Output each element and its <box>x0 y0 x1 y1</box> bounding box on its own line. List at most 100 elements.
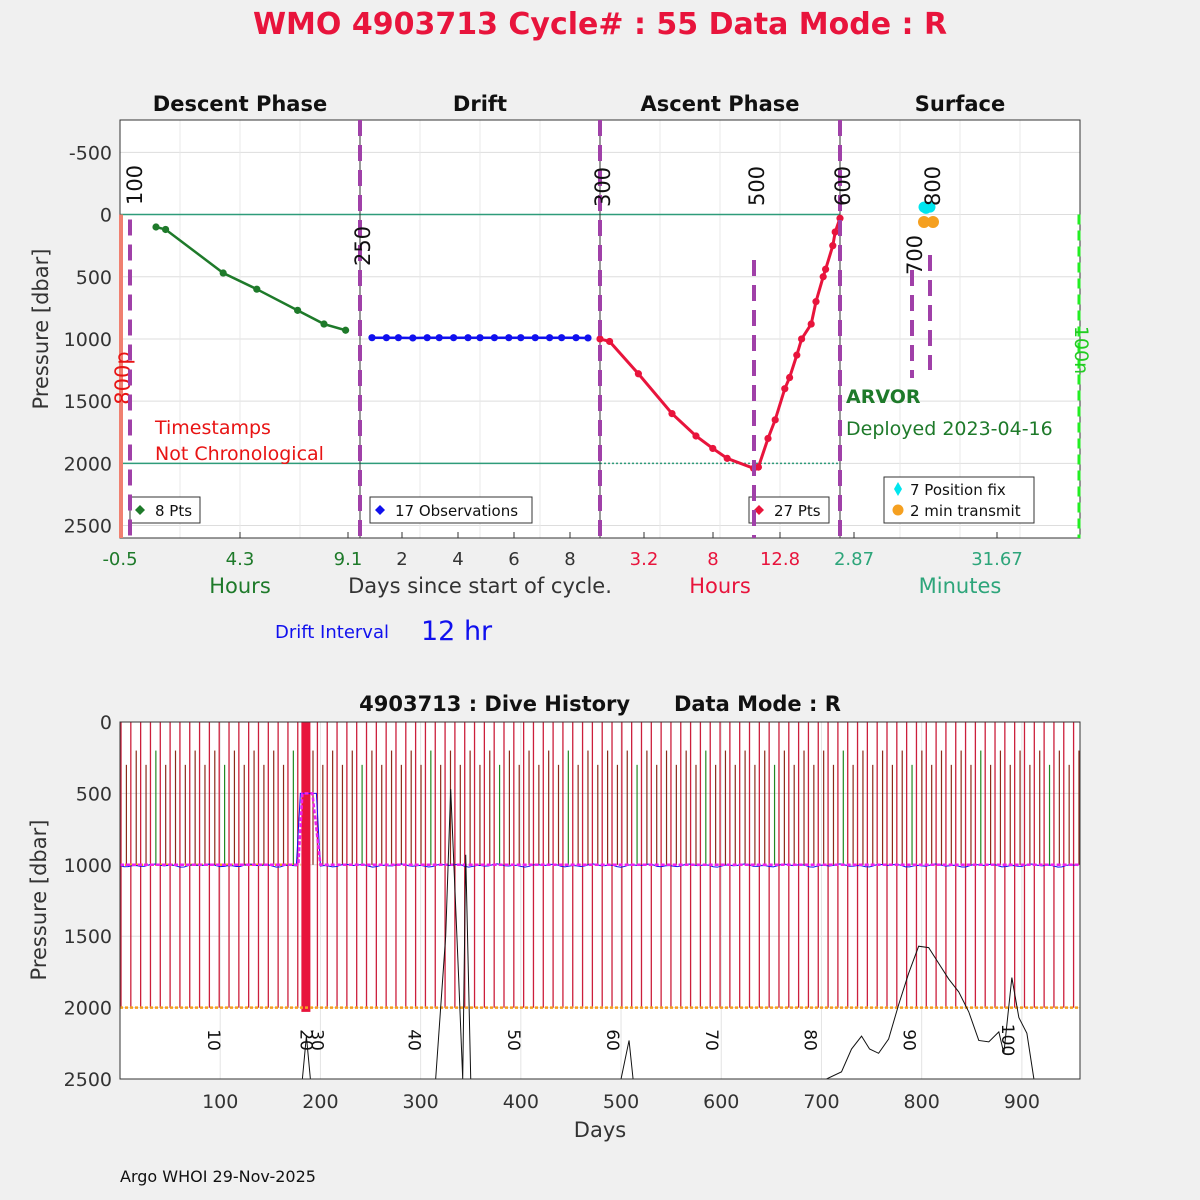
right-marker-label: 100n <box>1070 326 1092 374</box>
drift-interval-value: 12 hr <box>421 616 493 647</box>
history-y-tick-label: 1500 <box>64 926 112 948</box>
cycle-data-point <box>409 334 417 342</box>
cycle-data-point <box>572 334 580 342</box>
cycle-data-point <box>450 334 458 342</box>
cycle-data-point <box>829 242 837 250</box>
phase-3-tick-label: 2.87 <box>834 549 874 570</box>
cycle-data-point <box>368 334 376 342</box>
cycle-data-point <box>253 285 261 293</box>
phase-2-tick-label: 8 <box>707 549 718 570</box>
legend-box-1 <box>369 496 533 524</box>
position-fix-point <box>920 202 932 214</box>
phase-1-tick-label: 6 <box>508 549 519 570</box>
cycle-number-label: 70 <box>701 1029 721 1051</box>
cycle-data-point <box>558 334 566 342</box>
cycle-y-tick-label: 500 <box>76 267 112 289</box>
cycle-data-point <box>822 265 830 273</box>
cycle-annotation-line1: Timestamps <box>154 417 271 439</box>
history-y-tick-label: 1000 <box>64 855 112 877</box>
footer-credit: Argo WHOI 29-Nov-2025 <box>120 1167 316 1186</box>
cycle-data-point <box>709 444 717 453</box>
history-x-tick-label: 300 <box>402 1091 438 1113</box>
cycle-series: 8 Pts 17 Observations 27 Pts 7 Position fix… <box>129 201 1035 524</box>
cycle-number-label: 50 <box>503 1029 523 1051</box>
phase-unit-1: Days since start of cycle. <box>348 574 612 598</box>
drift-interval-label: Drift Interval <box>275 622 389 643</box>
cycle-data-point <box>435 334 443 342</box>
history-y-tick-label: 2500 <box>64 1069 112 1091</box>
phase-0-tick-label: 4.3 <box>226 549 255 570</box>
depth-marker-label: 700 <box>903 235 927 275</box>
cycle-data-point <box>423 334 431 342</box>
surface-legend-transmit-marker <box>892 504 904 516</box>
depth-marker-label: 250 <box>351 226 375 266</box>
phase-0-tick-label: -0.5 <box>102 549 137 570</box>
cycle-number-label: 10 <box>203 1029 223 1051</box>
transmit-point <box>927 216 939 229</box>
cycle-data-point <box>634 370 643 378</box>
cycle-number-label: 20 <box>295 1029 315 1051</box>
history-x-tick-label: 200 <box>302 1091 338 1113</box>
surface-legend-box <box>883 476 1035 524</box>
legend-label-2: 27 Pts <box>774 502 821 520</box>
cycle-number-label: 100 <box>997 1024 1017 1056</box>
phase-unit-0: Hours <box>209 574 271 598</box>
depth-marker-label: 300 <box>591 167 615 207</box>
cycle-number-label: 40 <box>404 1029 424 1051</box>
history-y-label: Pressure [dbar] <box>27 820 51 981</box>
phase-name-2: Ascent Phase <box>641 92 800 116</box>
legend-marker-1 <box>375 505 385 515</box>
cycle-data-point <box>320 320 328 328</box>
history-y-tick-label: 500 <box>76 783 112 805</box>
cycle-data-point <box>812 298 820 306</box>
legend-marker-2 <box>754 505 764 515</box>
measured-park-line <box>119 792 1079 868</box>
cycle-data-point <box>490 334 498 342</box>
cycle-data-point <box>464 334 472 342</box>
cycle-data-point <box>219 269 227 277</box>
history-title: 4903713 : Dive History Data Mode : R <box>359 692 841 716</box>
cycle-data-point <box>162 225 170 234</box>
history-axes: 0 500 1000 1500 2000 2500 100 200 300 400 500 600 70… <box>64 712 1081 1113</box>
cycle-data-point <box>546 334 554 342</box>
surface-legend-transmit-label: 2 min transmit <box>910 502 1021 520</box>
cycle-number-label: 80 <box>799 1029 819 1051</box>
legend-marker-0 <box>135 505 145 515</box>
figure-title: WMO 4903713 Cycle# : 55 Data Mode : R <box>253 7 947 42</box>
phase-2-tick-label: 12.8 <box>760 549 800 570</box>
depth-marker-label: 600 <box>831 166 855 206</box>
history-x-tick-label: 600 <box>703 1091 739 1113</box>
history-y-tick-label: 0 <box>100 712 112 734</box>
cycle-data-point <box>786 373 794 382</box>
depth-marker-label: 800 <box>921 166 945 206</box>
cycle-number-label: 30 <box>306 1029 326 1051</box>
cycle-data-point <box>476 334 484 342</box>
cycle-data-point <box>505 334 513 342</box>
cycle-data-point <box>584 334 592 342</box>
cycle-data-point <box>517 334 525 342</box>
history-x-tick-label: 800 <box>904 1091 940 1113</box>
cycle-y-tick-label: 2000 <box>64 453 112 475</box>
cycle-data-point <box>606 337 614 346</box>
cycle-data-point <box>781 385 789 393</box>
cycle-data-point <box>793 351 801 359</box>
phase-2-tick-label: 3.2 <box>630 549 659 570</box>
transmit-point <box>918 216 930 229</box>
surface-legend-position-label: 7 Position fix <box>910 481 1006 499</box>
history-axes-box <box>119 721 1081 1080</box>
cycle-y-tick-label: 1500 <box>64 391 112 413</box>
history-plot-area <box>120 722 1080 1079</box>
cycle-data-point <box>596 335 604 343</box>
history-y-tick-label: 2000 <box>64 998 112 1020</box>
cycle-grid <box>120 120 1080 538</box>
cycle-data-point <box>152 223 160 231</box>
history-x-tick-label: 100 <box>202 1091 238 1113</box>
cycle-y-tick-label: 1000 <box>64 329 112 351</box>
cycle-data-point <box>668 409 676 418</box>
phase-1-tick-label: 4 <box>452 549 463 570</box>
phase-1-tick-label: 8 <box>564 549 575 570</box>
history-x-label: Days <box>574 1118 626 1142</box>
history-x-tick-label: 700 <box>803 1091 839 1113</box>
